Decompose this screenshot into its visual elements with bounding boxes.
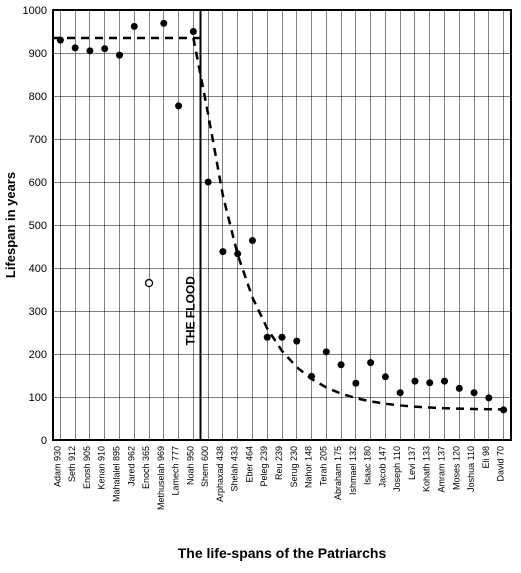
y-axis-label: Lifespan in years (3, 172, 18, 278)
flood-label: THE FLOOD (184, 276, 198, 346)
data-point (382, 373, 389, 380)
x-tick-label: Nahor 148 (304, 446, 314, 488)
x-tick-label: Moses 120 (451, 446, 461, 490)
data-point (500, 406, 507, 413)
x-tick-label: Shem 600 (200, 446, 210, 487)
x-tick-label: Jacob 147 (377, 446, 387, 488)
y-tick-label: 200 (29, 349, 47, 361)
x-tick-label: Joshua 110 (466, 446, 476, 492)
y-tick-label: 700 (29, 134, 47, 146)
data-point (279, 334, 286, 341)
data-point (338, 361, 345, 368)
x-tick-label: Arphaxad 438 (215, 446, 225, 502)
data-point (441, 378, 448, 385)
x-tick-label: Shelah 433 (230, 446, 240, 492)
y-tick-label: 400 (29, 263, 47, 275)
data-point (397, 389, 404, 396)
x-tick-label: Joseph 110 (392, 446, 402, 492)
x-tick-label: Eli 98 (481, 446, 491, 469)
x-tick-label: Terah 205 (318, 446, 328, 486)
data-point (205, 179, 212, 186)
patriarch-chart: 0 100 200 300 400 500 600 700 800 900 1000 Lifespan… (0, 0, 521, 573)
data-point (234, 250, 241, 257)
x-tick-label: Kenan 910 (97, 446, 107, 490)
y-tick-label: 500 (29, 220, 47, 232)
x-tick-label: Seth 912 (67, 446, 77, 482)
x-tick-label: Mahalalel 895 (111, 446, 121, 502)
x-tick-label: Reu 239 (274, 446, 284, 480)
x-tick-label: Lamech 777 (171, 446, 181, 496)
data-point (352, 380, 359, 387)
data-point (175, 102, 182, 109)
x-tick-label: Noah 950 (185, 446, 195, 485)
y-tick-label: 600 (29, 177, 47, 189)
x-tick-label: Enoch 365 (141, 446, 151, 489)
x-tick-label: Levi 137 (407, 446, 417, 480)
x-tick-label: David 70 (496, 446, 506, 482)
data-point (101, 45, 108, 52)
data-point (72, 44, 79, 51)
x-tick-label: Peleg 239 (259, 446, 269, 487)
x-tick-label: Enosh 905 (82, 446, 92, 489)
data-point (264, 334, 271, 341)
y-tick-label: 300 (29, 306, 47, 318)
data-point (308, 373, 315, 380)
x-tick-label: Ishmael 132 (348, 446, 358, 495)
data-point (116, 52, 123, 59)
x-tick-label: Adam 930 (52, 446, 62, 487)
y-tick-label: 0 (41, 435, 47, 447)
x-tick-label: Serug 230 (289, 446, 299, 488)
data-point (485, 394, 492, 401)
x-tick-label: Abraham 175 (333, 446, 343, 500)
data-point (293, 338, 300, 345)
data-point (411, 378, 418, 385)
data-point (426, 379, 433, 386)
y-tick-label: 800 (29, 91, 47, 103)
x-tick-label: Amram 137 (437, 446, 447, 493)
data-point (190, 28, 197, 35)
data-point (160, 20, 167, 27)
data-point (249, 237, 256, 244)
x-tick-label: Eber 464 (244, 446, 254, 483)
y-tick-label: 1000 (23, 5, 47, 17)
x-tick-label: Jared 962 (126, 446, 136, 486)
data-point (367, 359, 374, 366)
x-axis-label: The life-spans of the Patriarchs (178, 545, 387, 561)
x-tick-label: Isaac 180 (363, 446, 373, 485)
data-point (57, 37, 64, 44)
data-point (146, 280, 153, 287)
data-point (323, 348, 330, 355)
x-tick-label: Kohath 133 (422, 446, 432, 492)
data-point (471, 389, 478, 396)
y-tick-label: 900 (29, 48, 47, 60)
x-tick-label: Methuselah 969 (156, 446, 166, 510)
data-point (456, 385, 463, 392)
data-point (131, 23, 138, 30)
y-tick-label: 100 (29, 392, 47, 404)
data-point (219, 248, 226, 255)
data-point (86, 47, 93, 54)
